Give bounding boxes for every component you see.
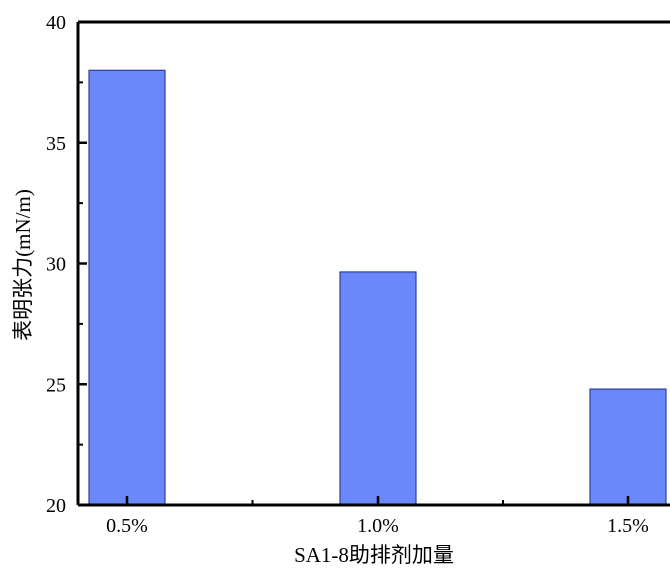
x-tick-label-0.5%: 0.5% [106,515,148,537]
x-tick-label-1.5%: 1.5% [607,515,649,537]
y-axis-title: 表明张力(mN/m) [11,189,35,341]
ticks-layer: 20 25 30 35 40 0.5% 1.0% 1.5% [46,12,649,537]
x-axis-title: SA1-8助排剂加量 [294,543,454,567]
x-tick-label-1.0%: 1.0% [357,515,399,537]
bar-0.5% [88,69,166,506]
bar-1.5% [589,388,667,506]
y-tick-label-25: 25 [46,374,66,396]
bar-1.0% [339,271,417,506]
y-tick-label-20: 20 [46,495,66,517]
y-tick-label-30: 30 [46,254,66,276]
y-tick-label-40: 40 [46,12,66,34]
y-tick-label-35: 35 [46,133,66,155]
bars-layer [88,69,667,506]
